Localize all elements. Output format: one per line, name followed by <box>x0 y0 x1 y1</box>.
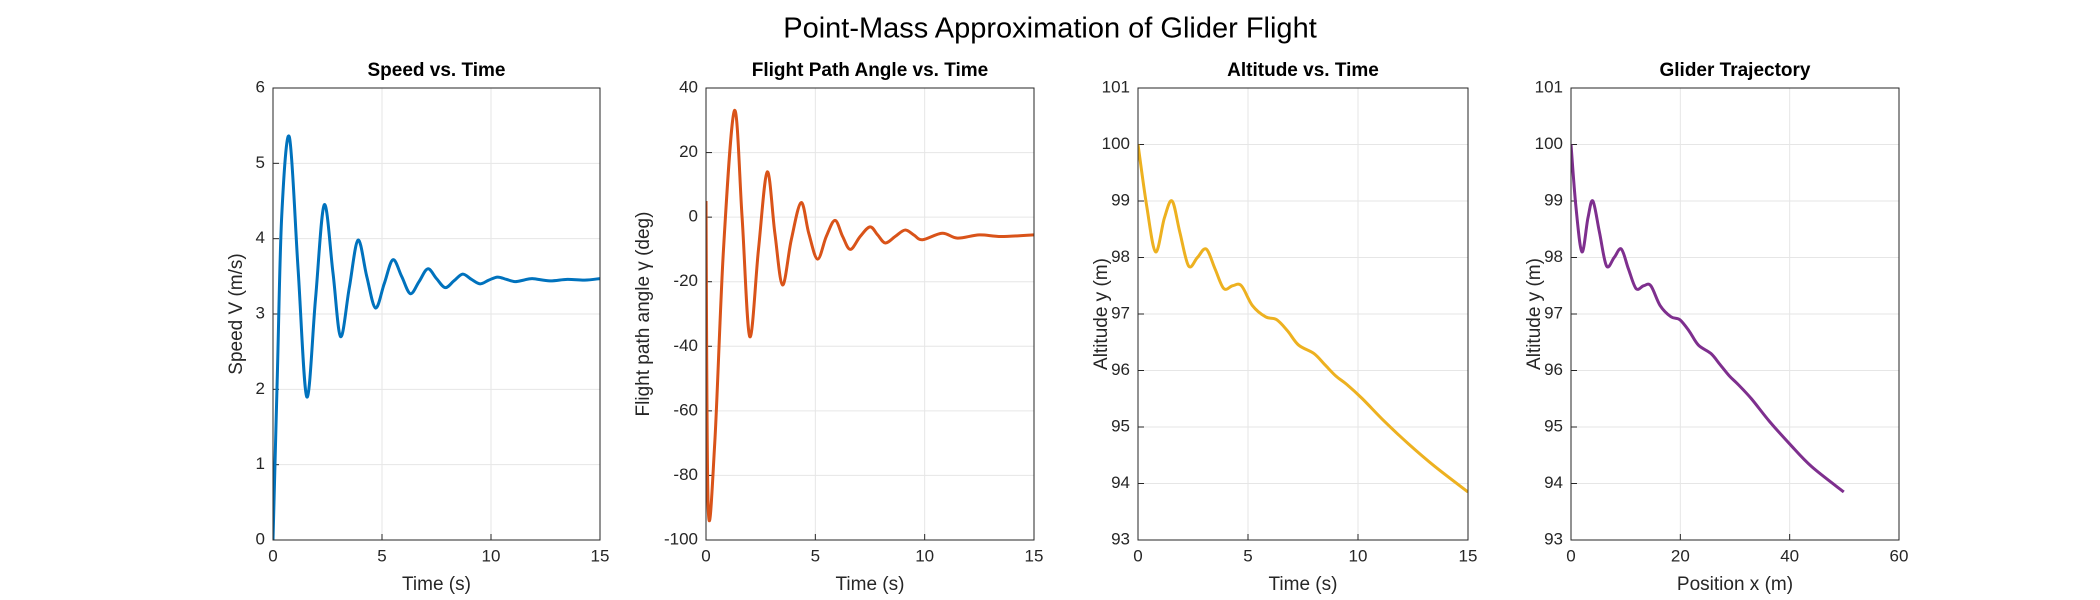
y-tick-label: 97 <box>1544 303 1563 322</box>
y-tick-label: 96 <box>1111 360 1130 379</box>
y-tick-label: -60 <box>673 400 698 419</box>
y-tick-label: -20 <box>673 271 698 290</box>
x-tick-label: 15 <box>1025 546 1044 565</box>
subplot-title: Flight Path Angle vs. Time <box>752 60 988 81</box>
y-axis-label: Altitude y (m) <box>1524 258 1545 370</box>
y-tick-label: 93 <box>1111 529 1130 548</box>
y-tick-label: 20 <box>679 142 698 161</box>
y-axis-label: Speed V (m/s) <box>226 253 247 374</box>
x-tick-label: 0 <box>701 546 710 565</box>
x-tick-label: 60 <box>1890 546 1909 565</box>
axes-background <box>706 88 1034 540</box>
y-tick-label: 96 <box>1544 360 1563 379</box>
x-axis-label: Time (s) <box>1269 574 1338 595</box>
data-line <box>1138 144 1468 494</box>
axes-box <box>705 87 1035 541</box>
y-tick-label: -40 <box>673 336 698 355</box>
y-tick-label: 98 <box>1111 247 1130 266</box>
y-tick-label: 2 <box>256 379 265 398</box>
y-tick-label: 99 <box>1111 190 1130 209</box>
x-tick-label: 0 <box>1133 546 1142 565</box>
x-tick-label: 10 <box>915 546 934 565</box>
y-tick-label: 6 <box>256 77 265 96</box>
y-tick-label: 99 <box>1544 190 1563 209</box>
figure-title: Point-Mass Approximation of Glider Fligh… <box>783 13 1317 45</box>
axes-box <box>1570 87 1900 541</box>
y-tick-label: 98 <box>1544 247 1563 266</box>
y-tick-label: 40 <box>679 77 698 96</box>
y-tick-label: 101 <box>1102 77 1130 96</box>
y-tick-label: -80 <box>673 465 698 484</box>
y-tick-label: 101 <box>1535 77 1563 96</box>
x-tick-label: 40 <box>1780 546 1799 565</box>
y-tick-label: 4 <box>256 228 265 247</box>
x-tick-label: 20 <box>1671 546 1690 565</box>
y-tick-label: 100 <box>1102 134 1130 153</box>
x-tick-label: 0 <box>1566 546 1575 565</box>
y-tick-label: 1 <box>256 454 265 473</box>
axes-box <box>1137 87 1469 541</box>
y-tick-label: 0 <box>256 529 265 548</box>
y-tick-label: 97 <box>1111 303 1130 322</box>
x-tick-label: 10 <box>482 546 501 565</box>
x-tick-label: 15 <box>591 546 610 565</box>
y-tick-label: 0 <box>689 207 698 226</box>
x-axis-label: Time (s) <box>836 574 905 595</box>
x-axis-label: Position x (m) <box>1677 574 1793 595</box>
x-tick-label: 15 <box>1459 546 1478 565</box>
y-tick-label: 94 <box>1544 473 1563 492</box>
x-tick-label: 5 <box>811 546 820 565</box>
y-tick-label: 3 <box>256 303 265 322</box>
y-tick-label: -100 <box>664 529 698 548</box>
y-axis-label: Flight path angle γ (deg) <box>633 212 654 417</box>
data-line <box>273 134 600 540</box>
x-tick-label: 5 <box>1243 546 1252 565</box>
y-tick-label: 100 <box>1535 134 1563 153</box>
x-tick-label: 0 <box>268 546 277 565</box>
x-tick-label: 10 <box>1349 546 1368 565</box>
y-tick-label: 5 <box>256 153 265 172</box>
subplot-title: Altitude vs. Time <box>1227 60 1379 81</box>
axes-box <box>272 87 601 541</box>
y-tick-label: 93 <box>1544 529 1563 548</box>
x-axis-label: Time (s) <box>402 574 471 595</box>
subplot-title: Speed vs. Time <box>368 60 506 81</box>
y-tick-label: 94 <box>1111 473 1130 492</box>
subplot-title: Glider Trajectory <box>1659 60 1810 81</box>
y-tick-label: 95 <box>1111 416 1130 435</box>
data-line <box>1571 144 1845 494</box>
y-axis-label: Altitude y (m) <box>1091 258 1112 370</box>
data-line <box>706 109 1034 523</box>
x-tick-label: 5 <box>377 546 386 565</box>
y-tick-label: 95 <box>1544 416 1563 435</box>
